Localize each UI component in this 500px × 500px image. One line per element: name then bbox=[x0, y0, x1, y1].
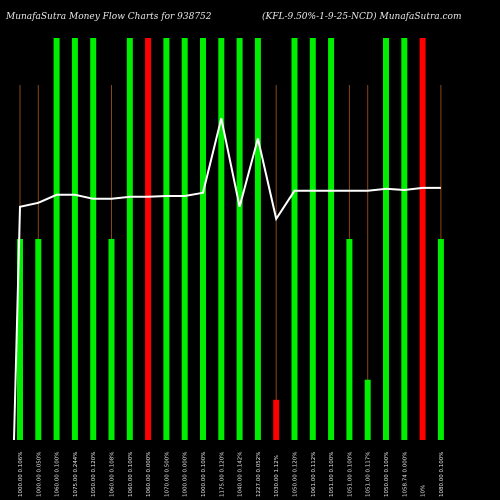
bar-green bbox=[364, 379, 371, 440]
x-tick-label: 1000.00 0.050% bbox=[36, 452, 42, 497]
chart-title-right: (KFL-9.50%-1-9-25-NCD) MunafaSutra.com bbox=[262, 12, 462, 22]
x-tick-label: 1058.74 0.000% bbox=[402, 452, 408, 497]
bar-green bbox=[309, 38, 316, 440]
bars-group bbox=[17, 38, 444, 440]
bar-red bbox=[145, 38, 152, 440]
x-tick-label: 1061.00 0.112% bbox=[311, 452, 317, 497]
x-tick-label: 1051.00 0.100% bbox=[347, 452, 353, 497]
x-tick-label: 10% bbox=[421, 485, 427, 497]
bar-green bbox=[71, 38, 78, 440]
x-tick-label: 1060.00 0.000% bbox=[146, 452, 152, 497]
x-tick-label: 1050.00 0.120% bbox=[293, 452, 299, 497]
x-tick-label: 1060.00 0.100% bbox=[55, 452, 61, 497]
x-tick-label: 1000.00 0.100% bbox=[201, 452, 207, 497]
bar-green bbox=[218, 38, 225, 440]
chart-title-left: MunafaSutra Money Flow Charts for 938752 bbox=[6, 12, 212, 22]
x-tick-label: 1080.00 0.100% bbox=[439, 452, 445, 497]
x-tick-label: 1060.00 0.108% bbox=[110, 452, 116, 497]
x-tick-labels: 1000.00 0.106% 1000.00 0.050% 1060.00 0.10… bbox=[18, 452, 445, 497]
bar-green bbox=[200, 38, 206, 440]
x-tick-label: 1050.00 0.100% bbox=[384, 452, 390, 497]
bar-green bbox=[90, 38, 97, 440]
x-tick-label: 1175.00 0.120% bbox=[219, 452, 225, 497]
x-tick-label: 1040.00 0.142% bbox=[238, 452, 244, 497]
bar-green bbox=[163, 38, 170, 440]
bar-red bbox=[419, 38, 426, 440]
bar-green bbox=[108, 239, 115, 440]
bar-dividers bbox=[19, 85, 442, 440]
bar-green bbox=[17, 239, 23, 440]
bar-green bbox=[35, 239, 42, 440]
bar-green bbox=[346, 239, 353, 440]
bar-green bbox=[401, 38, 408, 440]
bar-green bbox=[383, 38, 389, 440]
x-tick-label: 1060.00 0.100% bbox=[128, 452, 134, 497]
x-tick-label: 1227.00 0.052% bbox=[256, 452, 262, 497]
x-tick-label: 1075.00 0.244% bbox=[73, 452, 79, 497]
bar-green bbox=[126, 38, 133, 440]
bar-green bbox=[437, 239, 444, 440]
bar-green bbox=[254, 38, 261, 440]
x-tick-label: 1051.00 0.117% bbox=[366, 452, 372, 497]
x-tick-label: 1030.00 1.12% bbox=[274, 455, 280, 497]
x-tick-label: 1051.00 0.100% bbox=[329, 452, 335, 497]
bar-red bbox=[273, 399, 280, 440]
bar-green bbox=[181, 38, 188, 440]
bar-green bbox=[236, 38, 243, 440]
x-tick-label: 1000.00 0.106% bbox=[18, 452, 24, 497]
x-tick-label: 1000.00 0.000% bbox=[183, 452, 189, 497]
bar-green bbox=[53, 38, 60, 440]
bar-green bbox=[291, 38, 298, 440]
money-flow-line bbox=[13, 118, 441, 441]
x-tick-label: 1070.00 0.500% bbox=[164, 452, 170, 497]
x-tick-label: 1050.00 0.120% bbox=[91, 452, 97, 497]
bar-green bbox=[328, 38, 335, 440]
